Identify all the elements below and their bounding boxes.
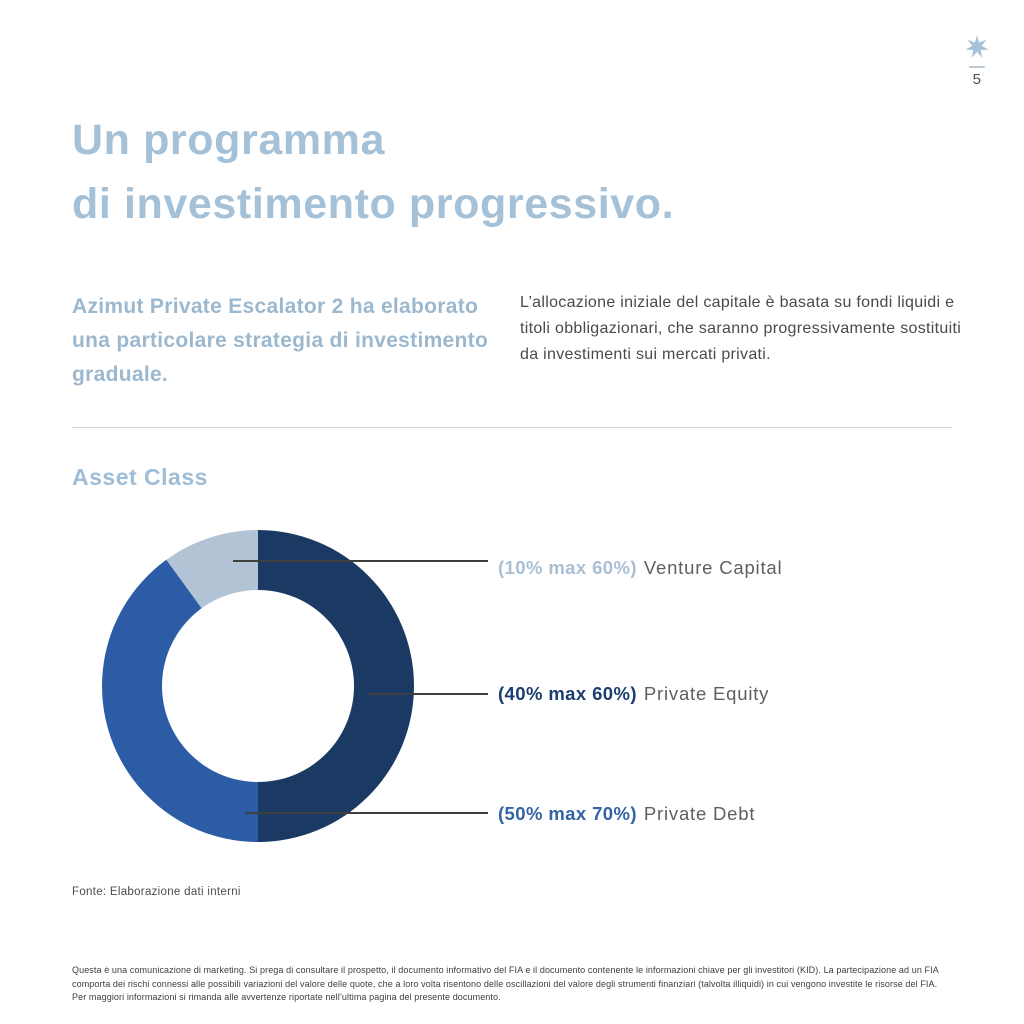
legend-range-label: (50% max 70%) [498, 803, 637, 824]
intro-right-text: L’allocazione iniziale del capitale è ba… [520, 294, 962, 363]
legend-row-venture-capital: (10% max 60%) Venture Capital [498, 556, 782, 580]
legend-range-label: (10% max 60%) [498, 557, 637, 578]
legend-asset-label: Venture Capital [643, 557, 783, 578]
page-number: 5 [972, 71, 982, 88]
star-icon [965, 35, 989, 58]
page-title: Un programma di investimento progressivo… [72, 108, 674, 236]
page-title-line1: Un programma [72, 116, 386, 164]
page-marker: 5 [958, 34, 996, 88]
footer-disclaimer: Questa è una comunicazione di marketing.… [72, 965, 939, 1002]
section-heading: Asset Class [72, 464, 208, 490]
leader-line-private-equity [368, 693, 488, 695]
legend-row-private-equity: (40% max 60%) Private Equity [498, 682, 769, 706]
leader-line-private-debt [245, 812, 488, 814]
donut-chart [102, 530, 414, 842]
legend-range-label: (40% max 60%) [498, 683, 637, 704]
page-title-line2: di investimento progressivo. [72, 180, 675, 228]
page-marker-rule [969, 66, 985, 68]
legend-row-private-debt: (50% max 70%) Private Debt [498, 802, 755, 826]
leader-line-venture-capital [233, 560, 488, 562]
star-icon-shape [965, 35, 989, 58]
source-note: Fonte: Elaborazione dati interni [72, 886, 241, 898]
section-divider [72, 427, 952, 428]
intro-left-text: Azimut Private Escalator 2 ha elaborato … [72, 295, 489, 386]
legend-asset-label: Private Equity [643, 683, 770, 704]
legend-asset-label: Private Debt [643, 803, 756, 824]
donut-hole [162, 590, 354, 782]
